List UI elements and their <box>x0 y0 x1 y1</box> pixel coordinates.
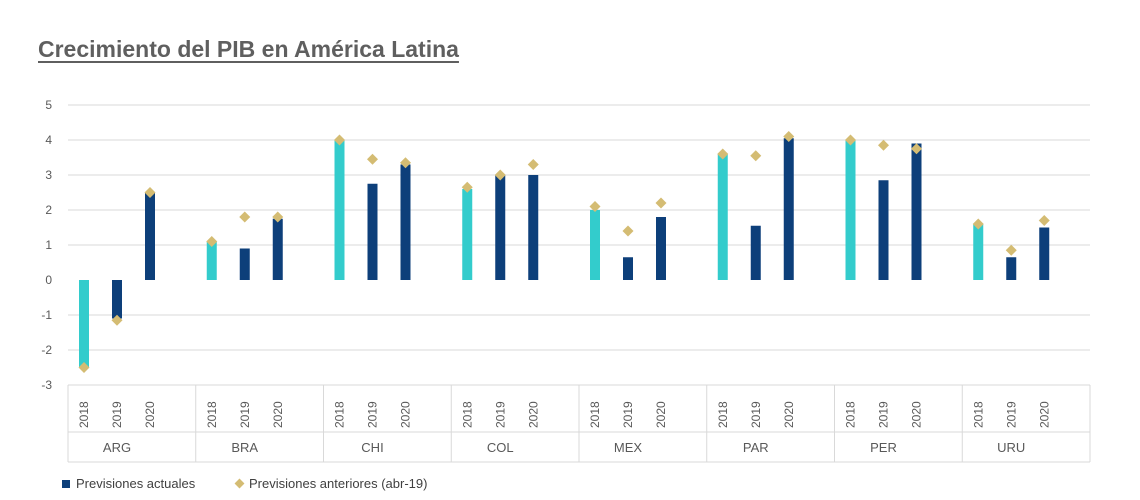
x-year-label: 2019 <box>238 401 252 428</box>
marker-previous-bra-2019 <box>239 211 251 223</box>
marker-previous-chi-2019 <box>367 153 378 165</box>
x-year-label: 2018 <box>77 401 91 428</box>
marker-previous-bra-2020 <box>272 211 284 223</box>
x-year-label: 2019 <box>749 401 763 428</box>
legend-label-actual: Previsiones actuales <box>76 476 196 491</box>
x-group-label: URU <box>997 440 1025 455</box>
x-year-label: 2020 <box>782 401 796 428</box>
x-year-label: 2020 <box>526 401 540 428</box>
x-year-label: 2019 <box>1004 401 1018 428</box>
bar-actual-col-2020 <box>528 175 539 280</box>
marker-previous-mex-2019 <box>622 225 634 237</box>
x-year-label: 2019 <box>110 401 124 428</box>
legend-item-previous: Previsiones anteriores (abr-19) <box>234 476 428 491</box>
marker-previous-per-2020 <box>911 143 922 155</box>
legend-label-previous: Previsiones anteriores (abr-19) <box>249 476 428 491</box>
bar-actual-per-2019 <box>878 180 889 280</box>
marker-previous-col-2019 <box>494 169 506 181</box>
y-tick-label: 2 <box>45 203 52 217</box>
y-tick-label: 5 <box>45 98 52 112</box>
marker-previous-chi-2020 <box>400 157 411 169</box>
y-tick-label: -3 <box>41 378 52 392</box>
x-year-label: 2018 <box>716 401 730 428</box>
x-group-label: CHI <box>361 440 383 455</box>
bar-actual-arg-2018 <box>79 280 89 368</box>
marker-previous-uru-2018 <box>972 218 984 230</box>
bar-actual-mex-2018 <box>590 210 600 280</box>
marker-previous-col-2018 <box>461 181 473 193</box>
marker-previous-mex-2018 <box>589 201 601 212</box>
bar-actual-per-2020 <box>911 143 922 280</box>
bar-actual-uru-2020 <box>1039 227 1050 280</box>
bar-actual-bra-2019 <box>239 248 250 280</box>
marker-previous-arg-2019 <box>111 314 123 326</box>
legend-swatch-actual <box>62 479 70 488</box>
bar-actual-par-2018 <box>717 154 728 280</box>
bar-actual-col-2018 <box>462 189 473 280</box>
marker-previous-chi-2018 <box>334 134 345 146</box>
bar-actual-bra-2020 <box>272 218 283 280</box>
bar-actual-uru-2019 <box>1006 257 1017 280</box>
marker-previous-arg-2018 <box>78 362 90 373</box>
bar-actual-arg-2019 <box>112 280 122 319</box>
y-tick-label: 0 <box>45 273 52 287</box>
x-year-label: 2018 <box>205 401 219 428</box>
bar-actual-mex-2020 <box>656 217 666 280</box>
marker-previous-per-2019 <box>878 139 889 151</box>
x-group-label: BRA <box>231 440 258 455</box>
x-year-label: 2018 <box>844 401 858 428</box>
x-group-label: MEX <box>614 440 643 455</box>
bar-actual-bra-2018 <box>206 241 217 280</box>
gdp-growth-chart: -3 -2 -1 0 1 2 3 4 5 2018 2019 2020 ARG 2018 2019 2020 B… <box>41 98 1091 463</box>
bar-actual-chi-2019 <box>367 183 378 280</box>
bar-actual-per-2018 <box>845 140 856 280</box>
x-group-label: COL <box>487 440 514 455</box>
x-group-label: ARG <box>103 440 131 455</box>
x-year-label: 2020 <box>1037 401 1051 428</box>
marker-previous-mex-2020 <box>655 197 667 209</box>
y-tick-label: 4 <box>45 133 52 147</box>
x-year-label: 2019 <box>877 401 891 428</box>
x-year-label: 2018 <box>588 401 602 428</box>
marker-previous-par-2020 <box>783 131 795 142</box>
x-year-label: 2020 <box>654 401 668 428</box>
bar-actual-col-2019 <box>495 175 506 280</box>
bar-actual-mex-2019 <box>623 257 633 280</box>
x-year-label: 2019 <box>493 401 507 428</box>
legend-item-actual: Previsiones actuales <box>62 476 195 491</box>
marker-previous-bra-2018 <box>206 236 218 247</box>
x-year-label: 2018 <box>971 401 985 428</box>
legend-swatch-previous <box>234 478 245 489</box>
bar-actual-uru-2018 <box>973 224 984 280</box>
bar-actual-arg-2020 <box>145 192 155 280</box>
y-tick-label: -1 <box>41 308 52 322</box>
y-tick-label: 3 <box>45 168 52 182</box>
marker-previous-par-2018 <box>717 148 729 160</box>
x-group-label: PAR <box>743 440 769 455</box>
chart-title: Crecimiento del PIB en América Latina <box>38 36 459 62</box>
y-tick-label: 1 <box>45 238 52 252</box>
bar-actual-par-2020 <box>783 138 794 280</box>
x-year-label: 2020 <box>143 401 157 428</box>
marker-previous-uru-2020 <box>1038 215 1050 226</box>
bar-actual-par-2019 <box>750 225 761 280</box>
x-year-label: 2020 <box>910 401 924 428</box>
x-group-label: PER <box>870 440 897 455</box>
x-year-label: 2020 <box>399 401 413 428</box>
marker-previous-par-2019 <box>750 150 762 162</box>
marker-previous-arg-2020 <box>144 187 156 198</box>
marker-previous-uru-2019 <box>1005 244 1017 256</box>
bar-actual-chi-2020 <box>400 164 411 280</box>
marker-previous-col-2020 <box>527 159 539 170</box>
x-year-label: 2018 <box>333 401 347 428</box>
x-year-label: 2019 <box>366 401 380 428</box>
x-year-label: 2020 <box>271 401 285 428</box>
bar-actual-chi-2018 <box>334 140 345 280</box>
x-year-label: 2019 <box>621 401 635 428</box>
y-tick-label: -2 <box>41 343 52 357</box>
marker-previous-per-2018 <box>845 134 856 146</box>
x-year-label: 2018 <box>460 401 474 428</box>
